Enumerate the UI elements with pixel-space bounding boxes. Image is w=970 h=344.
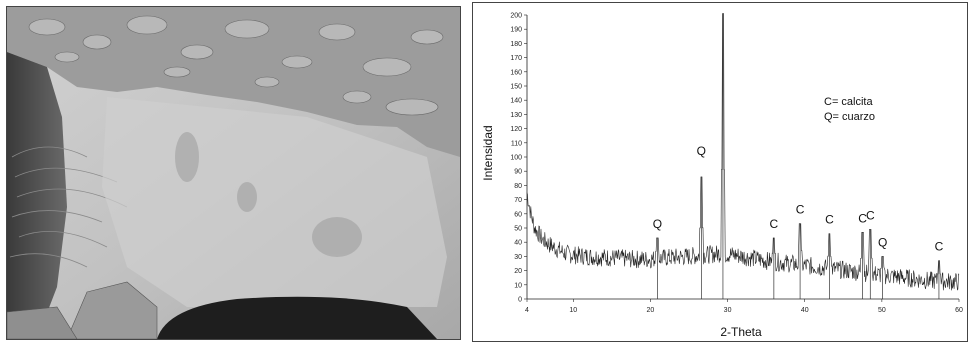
y-tick-label: 10 [514, 282, 522, 289]
y-tick-label: 40 [514, 240, 522, 247]
y-axis-title: Intensidad [481, 125, 495, 180]
y-tick-label: 0 [518, 297, 522, 304]
x-tick-label: 10 [569, 307, 577, 314]
chart-legend: C= calcita Q= cuarzo [824, 96, 875, 123]
x-tick-label: 50 [878, 307, 886, 314]
xrd-chart: 0 10 20 30 40 50 60 70 80 90 100 110 120 130 140 150 160… [481, 13, 963, 340]
chart-peak-labels: QQCCCCCCQC [653, 144, 944, 254]
y-tick-label: 190 [510, 27, 522, 34]
legend-entry: C= calcita [824, 96, 873, 108]
peak-label: Q [697, 144, 706, 158]
legend-entry: Q= cuarzo [824, 111, 875, 123]
peak-label: C [770, 217, 779, 231]
chart-axes [526, 15, 959, 300]
y-tick-label: 70 [514, 197, 522, 204]
xrd-chart-panel: 0 10 20 30 40 50 60 70 80 90 100 110 120 130 140 150 160… [472, 2, 968, 342]
peak-label: C [796, 203, 805, 217]
y-tick-label: 170 [510, 55, 522, 62]
y-tick-label: 140 [510, 98, 522, 105]
y-tick-label: 110 [511, 140, 522, 147]
y-tick-label: 160 [510, 69, 522, 76]
x-tick-label: 40 [801, 307, 809, 314]
y-tick-label: 50 [514, 226, 522, 233]
x-axis-title: 2-Theta [720, 325, 762, 339]
outcrop-photo-image [7, 7, 460, 339]
x-tick-label: 4 [525, 307, 529, 314]
y-tick-label: 130 [510, 112, 522, 119]
chart-series [526, 13, 960, 299]
y-tick-label: 90 [514, 169, 522, 176]
y-tick-label: 120 [510, 126, 522, 133]
y-tick-label: 150 [510, 84, 522, 91]
x-tick-label: 60 [955, 307, 963, 314]
peak-label: Q [878, 235, 887, 249]
peak-label: C [866, 208, 875, 222]
x-tick-label: 30 [724, 307, 732, 314]
y-tick-label: 30 [514, 254, 522, 261]
y-tick-label: 200 [510, 13, 522, 20]
diffraction-trace [526, 13, 960, 291]
outcrop-photo [6, 6, 461, 340]
peak-label: C [825, 213, 834, 227]
chart-ticks: 0 10 20 30 40 50 60 70 80 90 100 110 120 130 140 150 160… [510, 13, 963, 315]
peak-label: Q [653, 217, 662, 231]
y-tick-label: 80 [514, 183, 522, 190]
y-tick-label: 100 [510, 155, 522, 162]
peak-label: C [858, 211, 867, 225]
y-tick-label: 20 [514, 268, 522, 275]
y-tick-label: 180 [510, 41, 522, 48]
peak-label: C [935, 240, 944, 254]
y-tick-label: 60 [514, 211, 522, 218]
x-tick-label: 20 [647, 307, 655, 314]
